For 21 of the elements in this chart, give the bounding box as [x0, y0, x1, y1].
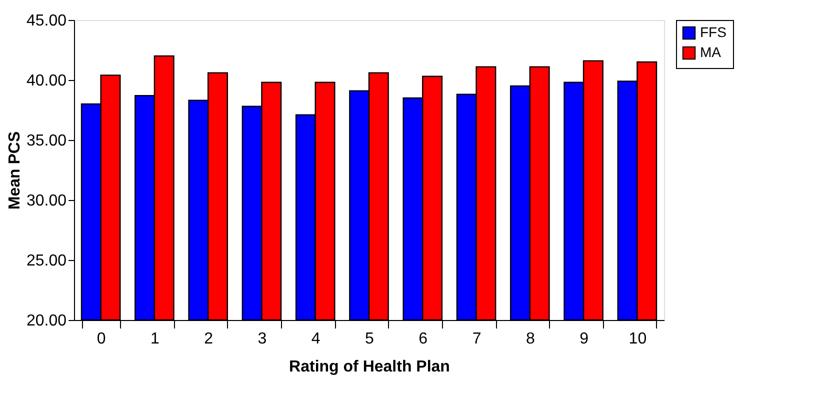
y-tick-label: 25.00	[26, 252, 67, 270]
x-tick-label: 9	[580, 330, 589, 348]
legend-label: FFS	[700, 24, 726, 40]
y-tick-label: 45.00	[26, 12, 67, 30]
legend-label: MA	[700, 44, 722, 60]
x-tick-label: 1	[150, 330, 160, 348]
x-tick-label: 10	[628, 330, 647, 348]
x-tick-label: 2	[204, 330, 214, 348]
x-tick-label: 6	[418, 330, 428, 348]
y-tick-label: 20.00	[26, 312, 67, 330]
y-axis-title: Mean PCS	[6, 131, 24, 210]
x-tick-label: 4	[311, 330, 320, 348]
x-tick-label: 3	[258, 330, 267, 348]
y-tick-label: 30.00	[26, 192, 67, 210]
y-tick-label: 40.00	[26, 72, 67, 90]
x-tick-label: 5	[365, 330, 374, 348]
x-tick-label: 0	[96, 330, 106, 348]
x-tick-label: 7	[472, 330, 482, 348]
x-tick-label: 8	[526, 330, 535, 348]
x-axis-title: Rating of Health Plan	[289, 358, 450, 376]
y-tick-label: 35.00	[26, 132, 67, 150]
